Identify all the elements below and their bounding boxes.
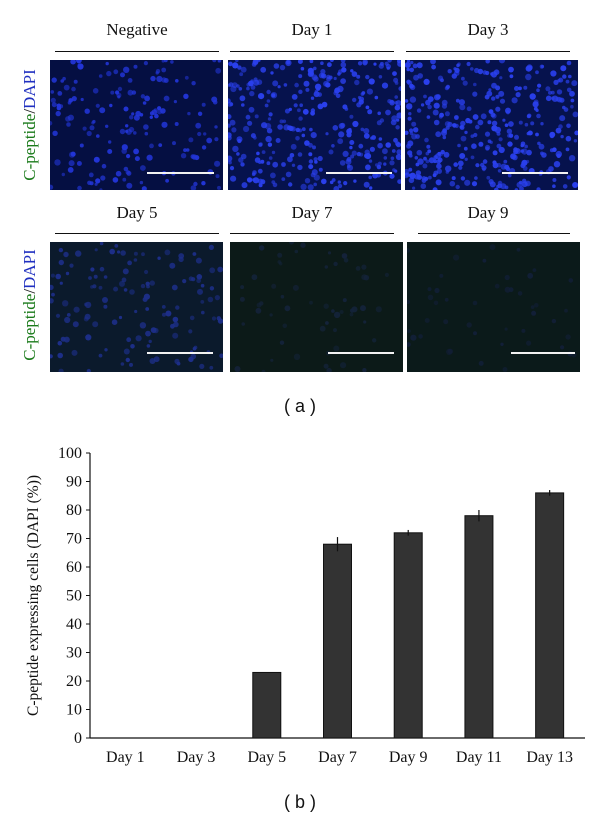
cell-texture xyxy=(234,242,389,372)
bar xyxy=(323,543,352,739)
x-tick-label: Day 13 xyxy=(526,749,573,766)
bar-chart: 0 10 20 30 40 50 60 70 80 90 100 Day 1 Day 3 Day 5 Day… xyxy=(25,445,585,766)
panel-a-label: ( a ) xyxy=(283,396,316,416)
cell-texture xyxy=(407,244,577,372)
column-rule xyxy=(55,51,219,52)
y-tick-label: 100 xyxy=(58,445,82,462)
scale-bar xyxy=(511,352,575,354)
x-tick-label: Day 7 xyxy=(318,749,357,766)
column-rule xyxy=(418,233,570,234)
y-tick-label: 90 xyxy=(66,474,82,491)
column-rule xyxy=(406,51,570,52)
scale-bar xyxy=(147,172,214,174)
row-label-top: C-peptide/DAPI xyxy=(20,55,40,195)
y-tick-label: 80 xyxy=(66,502,82,519)
y-tick-label: 60 xyxy=(66,559,82,576)
x-tick-label: Day 9 xyxy=(389,749,428,766)
micrograph-day1 xyxy=(228,60,401,190)
bar xyxy=(464,515,494,739)
column-title-day1: Day 1 xyxy=(291,20,333,39)
row-label-slash: / xyxy=(20,288,39,294)
y-tick-label: 30 xyxy=(66,645,82,662)
y-axis-label: C-peptide expressing cells (DAPI (%)) xyxy=(25,475,42,716)
column-rule xyxy=(230,233,394,234)
row-label-green: C-peptide xyxy=(20,113,39,181)
scale-bar xyxy=(502,172,568,174)
row-label-bottom: C-peptide/DAPI xyxy=(20,235,40,375)
x-tick-label: Day 3 xyxy=(177,749,216,766)
row-label-blue: DAPI xyxy=(20,69,39,109)
panel-b-label: ( b ) xyxy=(283,792,316,812)
y-tick-label: 40 xyxy=(66,616,82,633)
scale-bar xyxy=(147,352,213,354)
micrograph-day9 xyxy=(407,242,580,372)
column-title-negative: Negative xyxy=(106,20,168,39)
micrograph-day3 xyxy=(405,60,578,190)
cell-texture xyxy=(405,60,578,190)
scale-bar xyxy=(326,172,392,174)
x-tick-label: Day 1 xyxy=(106,749,145,766)
y-tick-label: 20 xyxy=(66,673,82,690)
cell-texture xyxy=(50,60,222,190)
x-tick-label: Day 11 xyxy=(456,749,502,766)
cell-texture xyxy=(228,60,401,190)
bar xyxy=(252,671,282,739)
cell-texture xyxy=(50,242,223,372)
scale-bar xyxy=(328,352,394,354)
column-title-day3: Day 3 xyxy=(467,20,509,39)
column-title-day7: Day 7 xyxy=(291,203,333,222)
bar xyxy=(393,532,423,739)
y-tick-label: 0 xyxy=(74,730,82,747)
y-tick-label: 50 xyxy=(66,588,82,605)
bar xyxy=(535,492,565,739)
row-label-green: C-peptide xyxy=(20,293,39,361)
micrograph-day7 xyxy=(230,242,403,372)
micrograph-day5 xyxy=(50,242,223,372)
row-label-blue: DAPI xyxy=(20,249,39,289)
row-label-slash: / xyxy=(20,108,39,114)
micrograph-negative xyxy=(50,60,223,190)
x-tick-label: Day 5 xyxy=(247,749,286,766)
column-title-day5: Day 5 xyxy=(116,203,158,222)
column-title-day9: Day 9 xyxy=(467,203,509,222)
column-rule xyxy=(55,233,219,234)
y-tick-label: 10 xyxy=(66,702,82,719)
y-tick-label: 70 xyxy=(66,531,82,548)
column-rule xyxy=(230,51,394,52)
